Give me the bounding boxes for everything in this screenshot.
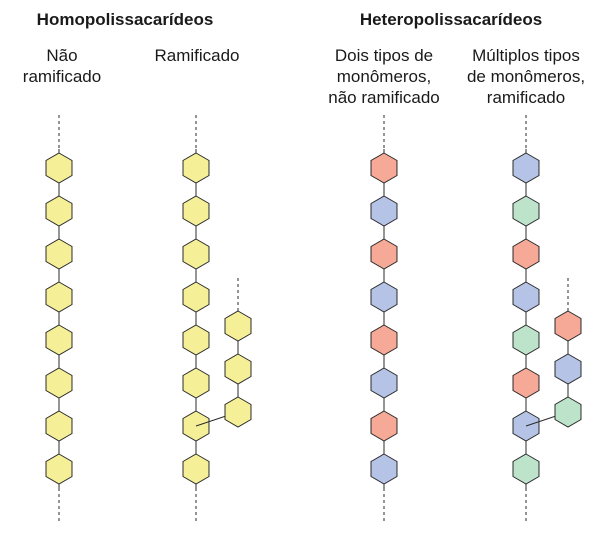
homo-linear-chain-monomer-yellow [45, 195, 73, 227]
hetero-linear-chain-monomer-blue [370, 453, 398, 485]
homo-side-chain-monomer-yellow [224, 396, 252, 428]
label-line: monômeros, [336, 67, 432, 86]
homo-linear-chain-monomer-yellow [45, 367, 73, 399]
label-line: ramificado [486, 88, 566, 107]
hetero-branched-chain-monomer-green [512, 324, 540, 356]
homo-linear-chain-monomer-yellow [45, 453, 73, 485]
label-line: ramificado [22, 67, 102, 86]
hetero-linear-chain-monomer-pink [370, 410, 398, 442]
label-line: não ramificado [328, 88, 440, 107]
hetero-linear-chain-monomer-blue [370, 281, 398, 313]
hetero-linear-chain-monomer-pink [370, 324, 398, 356]
label-hetero-branched: Múltiplos tipos de monômeros, ramificado [467, 45, 585, 108]
label-homo-branched: Ramificado [154, 45, 239, 66]
homo-linear-chain-monomer-yellow [45, 238, 73, 270]
label-homo-unbranched: Não ramificado [23, 45, 101, 87]
homo-linear-chain-monomer-yellow [45, 410, 73, 442]
hetero-branched-chain-monomer-green [512, 453, 540, 485]
heading-homopolysaccharides: Homopolissacarídeos [36, 10, 214, 29]
hetero-side-chain-monomer-blue [554, 353, 582, 385]
hetero-linear-chain-monomer-pink [370, 152, 398, 184]
hetero-branched-chain-monomer-green [512, 195, 540, 227]
label-line: Múltiplos tipos [472, 46, 580, 65]
homo-branched-chain-monomer-yellow [182, 195, 210, 227]
hetero-side-chain-monomer-pink [554, 310, 582, 342]
heading-heteropolysaccharides: Heteropolissacarídeos [359, 10, 543, 29]
hetero-linear-chain-monomer-blue [370, 367, 398, 399]
label-line: Dois tipos de [334, 46, 434, 65]
label-line: de monômeros, [466, 67, 586, 86]
homo-branched-chain-monomer-yellow [182, 367, 210, 399]
homo-linear-chain-monomer-yellow [45, 324, 73, 356]
hetero-side-chain-monomer-green [554, 396, 582, 428]
homo-branched-chain-monomer-yellow [182, 453, 210, 485]
homo-branched-chain-monomer-yellow [182, 281, 210, 313]
homo-side-chain-monomer-yellow [224, 310, 252, 342]
hetero-branched-chain-monomer-blue [512, 281, 540, 313]
homo-linear-chain-monomer-yellow [45, 152, 73, 184]
label-line: Ramificado [154, 46, 240, 65]
homo-branched-chain-monomer-yellow [182, 324, 210, 356]
label-line: Não [46, 46, 78, 65]
homo-branched-chain-monomer-yellow [182, 152, 210, 184]
hetero-branched-chain-monomer-pink [512, 238, 540, 270]
hetero-linear-chain-monomer-blue [370, 195, 398, 227]
label-hetero-unbranched: Dois tipos de monômeros, não ramificado [328, 45, 440, 108]
hetero-branched-chain-monomer-pink [512, 367, 540, 399]
homo-linear-chain-monomer-yellow [45, 281, 73, 313]
homo-branched-chain-monomer-yellow [182, 238, 210, 270]
hetero-branched-chain-monomer-blue [512, 152, 540, 184]
homo-side-chain-monomer-yellow [224, 353, 252, 385]
hetero-linear-chain-monomer-pink [370, 238, 398, 270]
